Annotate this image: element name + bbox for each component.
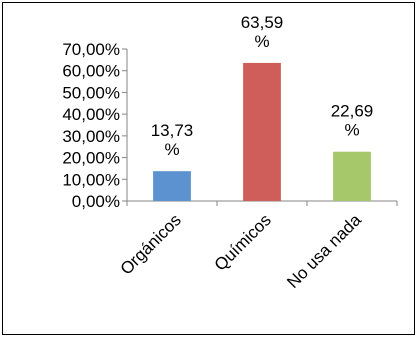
data-label: % <box>344 121 359 140</box>
y-tick-label: 60,00% <box>62 62 120 81</box>
y-tick-label: 70,00% <box>62 40 120 59</box>
category-label: Orgánicos <box>117 210 185 278</box>
bars <box>153 62 371 202</box>
y-tick-label: 20,00% <box>62 149 120 168</box>
y-tick-label: 30,00% <box>62 127 120 146</box>
data-label: % <box>254 32 269 51</box>
bar <box>243 62 281 202</box>
y-tick-label: 10,00% <box>62 170 120 189</box>
category-labels: Orgánicos Químicos No usa nada <box>117 210 366 292</box>
category-label: Químicos <box>211 210 275 274</box>
y-axis-ticks: 0,00% 10,00% 20,00% 30,00% 40,00% 50,00% 60,00… <box>62 40 398 211</box>
data-labels: 13,73%63,59%22,69% <box>151 13 374 159</box>
data-label: 22,69 <box>331 102 374 121</box>
y-tick-label: 0,00% <box>72 192 120 211</box>
bar <box>153 171 191 201</box>
data-label: 13,73 <box>151 121 194 140</box>
category-label: No usa nada <box>283 210 365 292</box>
data-label: % <box>164 140 179 159</box>
bar <box>333 151 371 201</box>
y-tick-label: 40,00% <box>62 105 120 124</box>
y-tick-label: 50,00% <box>62 83 120 102</box>
data-label: 63,59 <box>241 13 284 32</box>
